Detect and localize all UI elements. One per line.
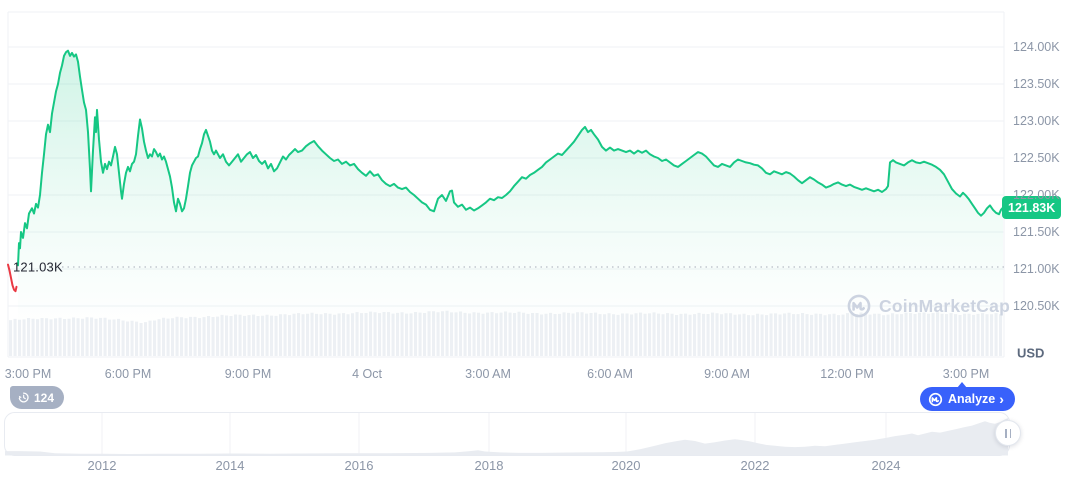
y-axis-unit: USD bbox=[1017, 345, 1045, 361]
minimap-year-label: 2020 bbox=[611, 458, 641, 473]
x-axis-tick: 3:00 PM bbox=[4, 367, 52, 381]
minimap-chart[interactable] bbox=[4, 412, 1010, 456]
coinmarketcap-logo-icon bbox=[847, 294, 871, 318]
x-axis-tick: 9:00 AM bbox=[704, 367, 750, 381]
chevron-right-icon: › bbox=[999, 391, 1004, 407]
x-axis-tick: 4 Oct bbox=[352, 367, 382, 381]
x-axis-tick: 9:00 PM bbox=[224, 367, 272, 381]
x-axis-tick: 6:00 PM bbox=[104, 367, 152, 381]
minimap-year-label: 2022 bbox=[740, 458, 770, 473]
price-line bbox=[7, 49, 1004, 357]
x-axis-tick: 3:00 PM bbox=[942, 367, 990, 381]
minimap-year-label: 2014 bbox=[215, 458, 245, 473]
current-price-badge: 121.83K bbox=[1002, 196, 1062, 219]
drag-handle-bars-icon bbox=[1005, 428, 1007, 438]
y-axis-tick: 124.00K bbox=[1013, 40, 1060, 54]
y-axis-tick: 120.50K bbox=[1013, 299, 1060, 313]
y-axis-tick: 122.00K bbox=[1013, 188, 1060, 202]
analyze-button[interactable]: Analyze › bbox=[920, 382, 1015, 411]
y-axis-tick: 121.00K bbox=[1013, 262, 1060, 276]
minimap-year-label: 2016 bbox=[344, 458, 374, 473]
y-axis-tick: 123.50K bbox=[1013, 77, 1060, 91]
minimap-year-label: 2024 bbox=[871, 458, 901, 473]
coinmarketcap-icon bbox=[928, 392, 943, 406]
x-axis-tick: 3:00 AM bbox=[465, 367, 511, 381]
minimap-year-label: 2012 bbox=[87, 458, 117, 473]
y-axis-tick: 121.50K bbox=[1013, 225, 1060, 239]
history-clock-icon bbox=[18, 392, 29, 403]
watermark-text: CoinMarketCap bbox=[879, 295, 1010, 316]
minimap-year-label: 2018 bbox=[474, 458, 504, 473]
x-axis-tick: 6:00 AM bbox=[587, 367, 633, 381]
drag-handle-bars-icon bbox=[1009, 428, 1011, 438]
low-price-label: 121.03K bbox=[13, 259, 63, 275]
y-axis-tick: 122.50K bbox=[1013, 151, 1060, 165]
watermark: CoinMarketCap bbox=[846, 293, 1010, 319]
y-axis-tick: 123.00K bbox=[1013, 114, 1060, 128]
history-count-badge[interactable]: 124 bbox=[10, 386, 65, 409]
history-count: 124 bbox=[34, 390, 55, 405]
x-axis-tick: 12:00 PM bbox=[820, 367, 874, 381]
minimap-drag-handle[interactable] bbox=[995, 420, 1021, 446]
analyze-label: Analyze bbox=[948, 392, 996, 406]
